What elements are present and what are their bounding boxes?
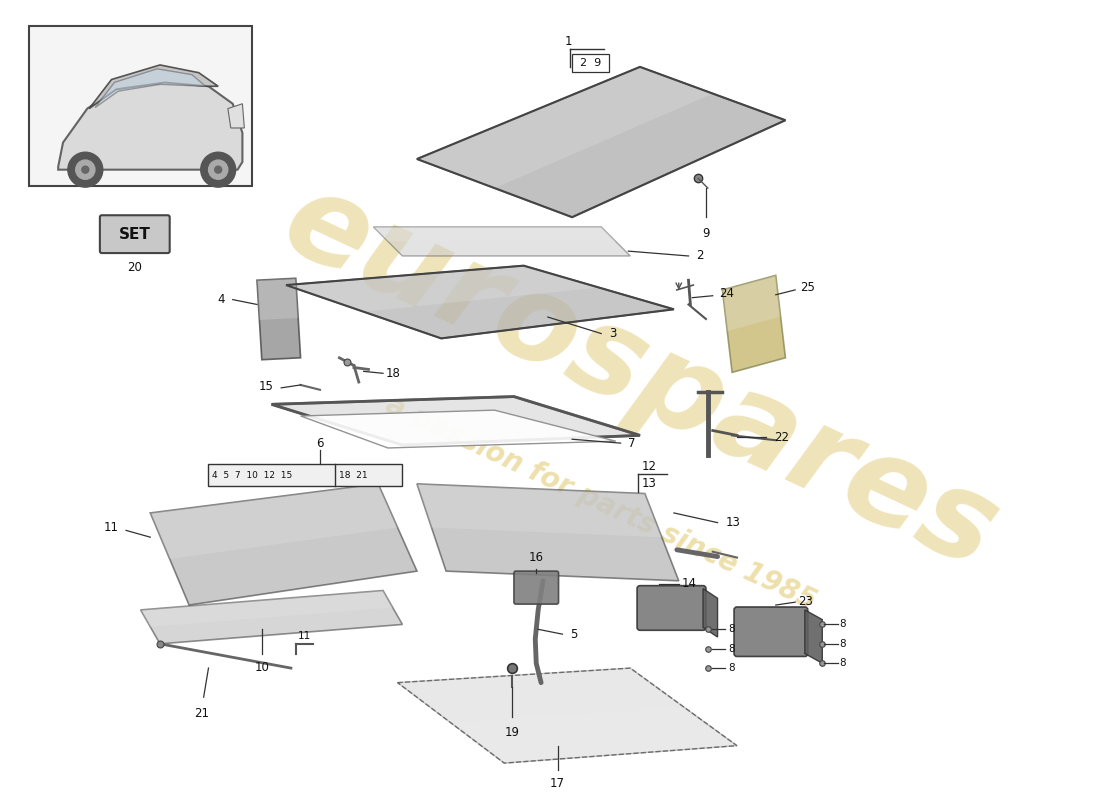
- Polygon shape: [257, 278, 300, 360]
- Text: 17: 17: [550, 777, 565, 790]
- Text: 22: 22: [773, 431, 789, 444]
- Text: 24: 24: [719, 287, 735, 300]
- Polygon shape: [151, 484, 397, 559]
- Polygon shape: [417, 67, 785, 217]
- Bar: [572, 54, 609, 72]
- Text: 5: 5: [570, 628, 578, 641]
- Text: 4  5  7  10  12  15: 4 5 7 10 12 15: [212, 470, 293, 480]
- Text: 8: 8: [839, 619, 846, 630]
- Text: 1: 1: [564, 35, 572, 48]
- Text: 21: 21: [195, 707, 209, 720]
- Text: 3: 3: [609, 327, 616, 340]
- Polygon shape: [417, 67, 713, 188]
- Polygon shape: [89, 65, 218, 109]
- Text: 8: 8: [728, 644, 735, 654]
- Polygon shape: [272, 397, 640, 445]
- Polygon shape: [417, 484, 679, 581]
- Text: 11: 11: [298, 631, 311, 641]
- Text: 8: 8: [728, 663, 735, 673]
- Polygon shape: [703, 589, 717, 637]
- Polygon shape: [151, 484, 417, 605]
- Text: 2: 2: [696, 250, 704, 262]
- FancyBboxPatch shape: [734, 607, 807, 657]
- Text: SET: SET: [119, 227, 151, 242]
- Polygon shape: [397, 668, 737, 763]
- Polygon shape: [723, 275, 785, 372]
- Circle shape: [209, 160, 228, 179]
- Polygon shape: [373, 227, 630, 256]
- Polygon shape: [286, 266, 674, 338]
- Text: 8: 8: [728, 624, 735, 634]
- Text: 4: 4: [218, 293, 226, 306]
- Bar: [209, 465, 403, 486]
- FancyBboxPatch shape: [637, 586, 706, 630]
- Polygon shape: [373, 227, 616, 242]
- Text: 11: 11: [103, 521, 119, 534]
- Polygon shape: [141, 590, 403, 644]
- Circle shape: [200, 152, 235, 187]
- FancyBboxPatch shape: [514, 571, 559, 604]
- Text: 7: 7: [628, 437, 636, 450]
- Text: 18: 18: [386, 367, 400, 380]
- Polygon shape: [58, 82, 242, 170]
- Polygon shape: [228, 104, 244, 128]
- Polygon shape: [417, 484, 662, 537]
- Bar: [29, 26, 252, 186]
- Polygon shape: [141, 590, 393, 627]
- Circle shape: [76, 160, 95, 179]
- Polygon shape: [300, 410, 616, 448]
- Text: eurospares: eurospares: [265, 161, 1015, 594]
- Text: 18  21: 18 21: [340, 470, 368, 480]
- Text: 9: 9: [702, 227, 710, 240]
- Text: a passion for parts since 1985: a passion for parts since 1985: [382, 391, 821, 616]
- FancyBboxPatch shape: [100, 215, 169, 253]
- Text: 13: 13: [642, 478, 657, 490]
- Text: 13: 13: [725, 516, 740, 529]
- Text: 25: 25: [800, 282, 815, 294]
- Text: 16: 16: [529, 551, 543, 564]
- Text: 12: 12: [642, 460, 657, 473]
- Text: 19: 19: [505, 726, 519, 739]
- Text: 2  9: 2 9: [580, 58, 602, 68]
- Text: 8: 8: [839, 658, 846, 668]
- Circle shape: [81, 166, 89, 173]
- Text: 20: 20: [128, 261, 142, 274]
- Text: 14: 14: [682, 578, 696, 590]
- Polygon shape: [95, 69, 206, 108]
- Text: 10: 10: [254, 662, 270, 674]
- Text: 8: 8: [839, 639, 846, 649]
- Text: 6: 6: [316, 437, 323, 450]
- Polygon shape: [805, 610, 823, 663]
- Circle shape: [68, 152, 102, 187]
- Text: 15: 15: [258, 380, 274, 394]
- Text: 23: 23: [798, 594, 813, 608]
- Polygon shape: [257, 278, 298, 320]
- Polygon shape: [723, 275, 781, 331]
- Polygon shape: [286, 266, 598, 312]
- Circle shape: [214, 166, 222, 173]
- Polygon shape: [397, 668, 683, 723]
